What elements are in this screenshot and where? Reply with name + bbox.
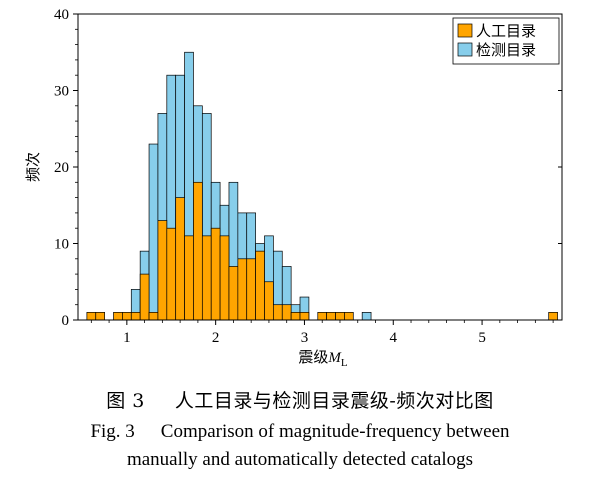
bar-series1-8 <box>166 227 177 321</box>
bar-series1-5 <box>139 273 150 321</box>
bar-series1-0 <box>86 312 97 321</box>
x-tick-label: 4 <box>390 330 398 346</box>
bar-series1-20 <box>273 304 283 321</box>
bar-series1-18 <box>255 250 265 321</box>
bar-series1-19 <box>264 281 274 321</box>
bar-series1-23 <box>299 312 310 321</box>
bar-series1-27 <box>344 312 354 321</box>
legend-swatch <box>457 23 473 38</box>
bar-series1-25 <box>326 312 336 321</box>
figure-captions: 图 3 人工目录与检测目录震级-频次对比图 Fig. 3 Comparison of… <box>0 384 600 474</box>
bars-layer <box>86 51 558 321</box>
x-tick-label: 1 <box>123 330 131 346</box>
legend-entry: 检测目录 <box>476 41 536 59</box>
caption-en-line1: Fig. 3 Comparison of magnitude-frequency … <box>0 418 600 446</box>
bar-series1-2 <box>113 312 123 321</box>
x-tick-label: 5 <box>478 330 486 346</box>
ticks-layer: 0 10 20 30 40 1 2 3 4 5 <box>54 7 562 346</box>
x-tick-label: 3 <box>301 330 309 346</box>
bar-series1-24 <box>317 312 328 321</box>
caption-cn: 图 3 人工目录与检测目录震级-频次对比图 <box>0 384 600 418</box>
x-axis-label-sub: L <box>341 357 348 369</box>
bar-series1-26 <box>335 312 345 321</box>
bar-series0-8 <box>148 143 159 321</box>
bar-series1-15 <box>228 266 239 321</box>
caption-en-label: Fig. 3 <box>90 421 135 442</box>
caption-cn-label: 图 3 <box>106 390 145 412</box>
bar-series1-21 <box>281 304 292 321</box>
x-tick-label: 2 <box>212 330 220 346</box>
bar-series1-11 <box>193 181 203 321</box>
y-tick-label: 30 <box>54 84 69 100</box>
bar-series1-22 <box>290 312 301 321</box>
y-tick-label: 20 <box>54 160 69 176</box>
x-axis-label-text: 震级 <box>298 348 328 366</box>
y-tick-label: 10 <box>54 237 69 253</box>
bar-series1-9 <box>175 197 185 321</box>
bar-series1-16 <box>237 258 248 321</box>
bar-series1-6 <box>148 312 159 321</box>
bar-series0-32 <box>361 312 372 321</box>
bar-series1-3 <box>122 312 132 321</box>
caption-cn-text: 人工目录与检测目录震级-频次对比图 <box>174 390 494 412</box>
figure: 0 10 20 30 40 1 2 3 4 5 频次 震级ML 人工目录 检测目录 <box>24 7 563 369</box>
bar-series1-1 <box>95 312 105 321</box>
bar-series1-17 <box>246 258 256 321</box>
bar-series1-12 <box>201 235 212 321</box>
bar-series1-10 <box>184 235 194 321</box>
caption-en-text: Comparison of magnitude-frequency betwee… <box>160 421 510 442</box>
bar-series1-4 <box>130 312 141 321</box>
y-axis-label: 频次 <box>24 152 42 182</box>
y-tick-label: 0 <box>62 313 70 329</box>
legend-entry: 人工目录 <box>476 22 536 40</box>
bar-series1-13 <box>210 227 221 321</box>
bar-series1-7 <box>157 220 168 321</box>
bar-series1-14 <box>219 235 230 321</box>
bar-series1-28 <box>548 312 558 321</box>
x-axis-label: 震级ML <box>298 348 348 369</box>
x-axis-label-var: M <box>327 350 342 366</box>
caption-en-line2: manually and automatically detected cata… <box>126 449 474 470</box>
series-1 <box>86 181 558 321</box>
legend-swatch <box>457 42 473 57</box>
y-tick-label: 40 <box>54 7 69 23</box>
